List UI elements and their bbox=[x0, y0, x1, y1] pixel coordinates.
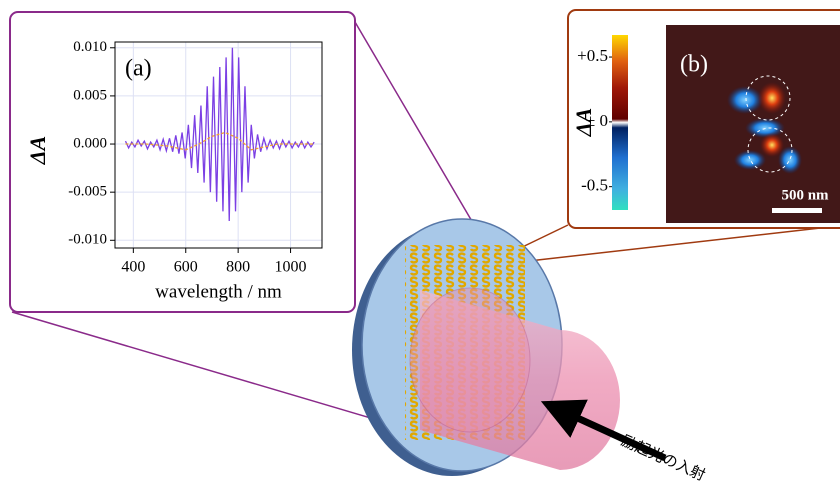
x-axis-label: wavelength / nm bbox=[155, 281, 282, 302]
x-tick-label: 400 bbox=[121, 259, 145, 276]
map-blob bbox=[734, 150, 766, 170]
scale-label: 500 nm bbox=[781, 187, 829, 203]
beam-spot bbox=[409, 287, 531, 433]
arrow bbox=[540, 399, 667, 462]
y-tick-label: 0.000 bbox=[73, 135, 107, 151]
y-axis-label: ΔA bbox=[25, 136, 50, 165]
y-tick-label: -0.005 bbox=[68, 184, 107, 200]
panel-a bbox=[9, 11, 356, 313]
y-tick-label: 0.005 bbox=[73, 87, 107, 103]
x-tick-label: 1000 bbox=[275, 259, 307, 276]
plot-frame bbox=[114, 41, 323, 249]
colorbar bbox=[612, 35, 628, 210]
panel-label: (b) bbox=[680, 52, 708, 78]
outline bbox=[745, 75, 791, 121]
y-tick-label: 0.010 bbox=[73, 39, 107, 55]
map-blob bbox=[778, 146, 802, 174]
scale-bar bbox=[772, 208, 822, 213]
series-line bbox=[125, 131, 315, 151]
y-tick-label: -0.010 bbox=[68, 232, 107, 248]
x-tick-label: 600 bbox=[174, 259, 198, 276]
colorbar-title: ΔA bbox=[571, 108, 596, 137]
panel-label: (a) bbox=[125, 56, 152, 82]
caption: 励起光の入射 bbox=[619, 431, 709, 481]
connector bbox=[519, 225, 839, 263]
map-blob bbox=[758, 82, 786, 114]
outline bbox=[747, 127, 793, 173]
plot-a: 400 600 800 1000 0.010 0.005 0.000 -0.005 -0.010… bbox=[25, 39, 323, 302]
colorbar-label: ± 0 bbox=[586, 111, 608, 130]
connector bbox=[354, 21, 491, 253]
connector bbox=[11, 311, 419, 433]
map-blob bbox=[727, 86, 763, 114]
colorbar-label: -0.5 bbox=[581, 176, 608, 195]
map-blob bbox=[760, 133, 784, 157]
map-blob bbox=[745, 118, 785, 138]
series-line bbox=[124, 47, 315, 222]
plot-b: 500 nm +0.5 ± 0 -0.5 ΔA (b) bbox=[571, 25, 840, 223]
colorbar-label: +0.5 bbox=[577, 46, 608, 65]
x-tick-label: 800 bbox=[226, 259, 250, 276]
